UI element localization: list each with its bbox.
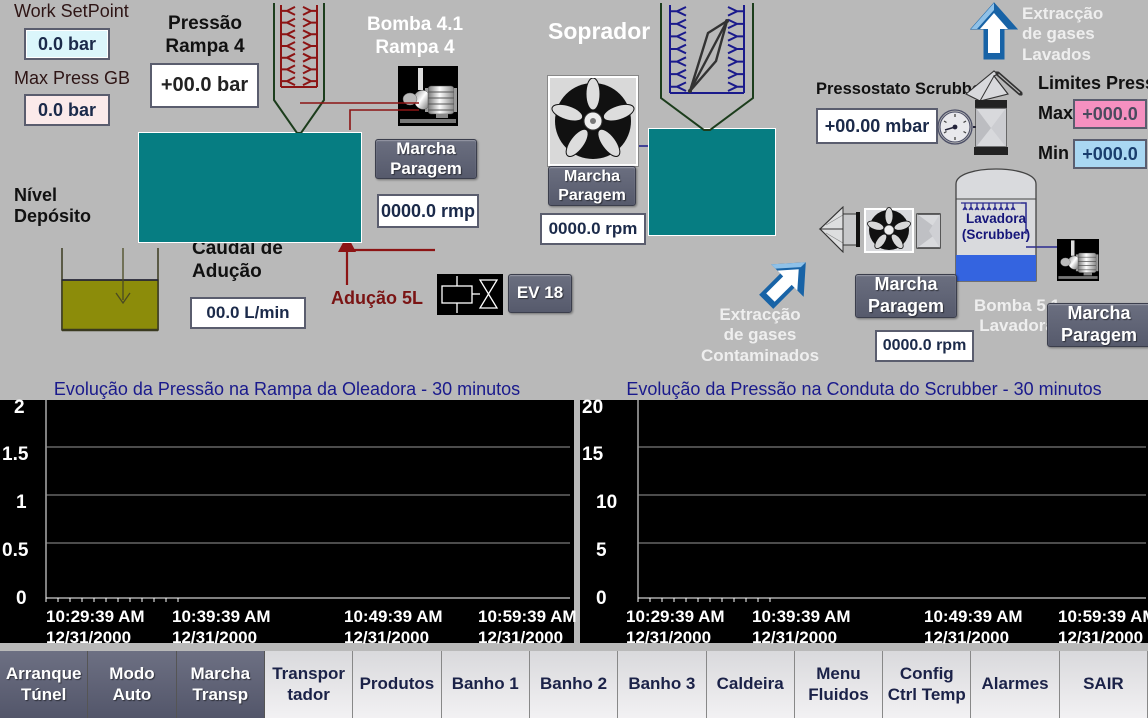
svg-text:Lavadora: Lavadora xyxy=(966,211,1027,226)
svg-text:(Scrubber): (Scrubber) xyxy=(962,227,1030,242)
